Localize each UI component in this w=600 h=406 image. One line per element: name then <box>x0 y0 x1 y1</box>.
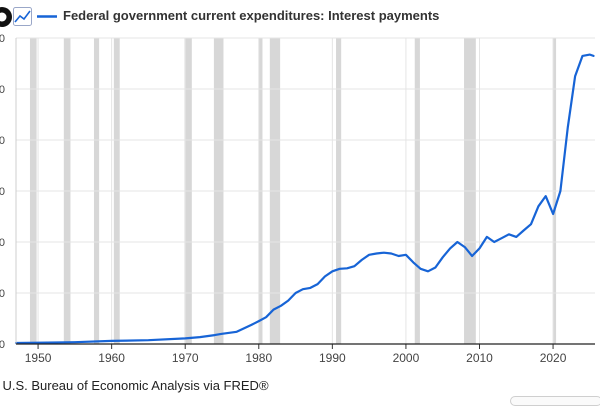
y-tick-label: 00 <box>0 186 5 198</box>
gridlines <box>16 37 595 344</box>
y-tick-label: 00 <box>0 33 5 45</box>
legend-series-label: Federal government current expenditures:… <box>63 8 440 23</box>
axes: 0000000000000195019601970198019902000201… <box>0 33 595 365</box>
x-tick-label: 1990 <box>319 351 346 365</box>
x-tick-label: 2010 <box>466 351 493 365</box>
scroll-handle[interactable] <box>510 396 600 406</box>
x-tick-label: 1970 <box>172 351 199 365</box>
line-chart-icon[interactable] <box>13 7 32 26</box>
y-tick-label: 00 <box>0 288 5 300</box>
x-tick-label: 2000 <box>393 351 420 365</box>
y-tick-label: 0 <box>0 339 5 351</box>
fred-logo-icon[interactable] <box>0 7 12 27</box>
series-line <box>14 53 595 345</box>
y-tick-label: 00 <box>0 84 5 96</box>
x-tick-label: 1980 <box>245 351 272 365</box>
y-tick-label: 00 <box>0 135 5 147</box>
legend-bar: Federal government current expenditures:… <box>0 0 600 34</box>
source-attribution: e: U.S. Bureau of Economic Analysis via … <box>0 378 269 393</box>
y-tick-label: 00 <box>0 237 5 249</box>
x-tick-label: 1960 <box>98 351 125 365</box>
x-tick-label: 1950 <box>25 351 52 365</box>
x-tick-label: 2020 <box>540 351 567 365</box>
series-layer <box>14 53 595 345</box>
